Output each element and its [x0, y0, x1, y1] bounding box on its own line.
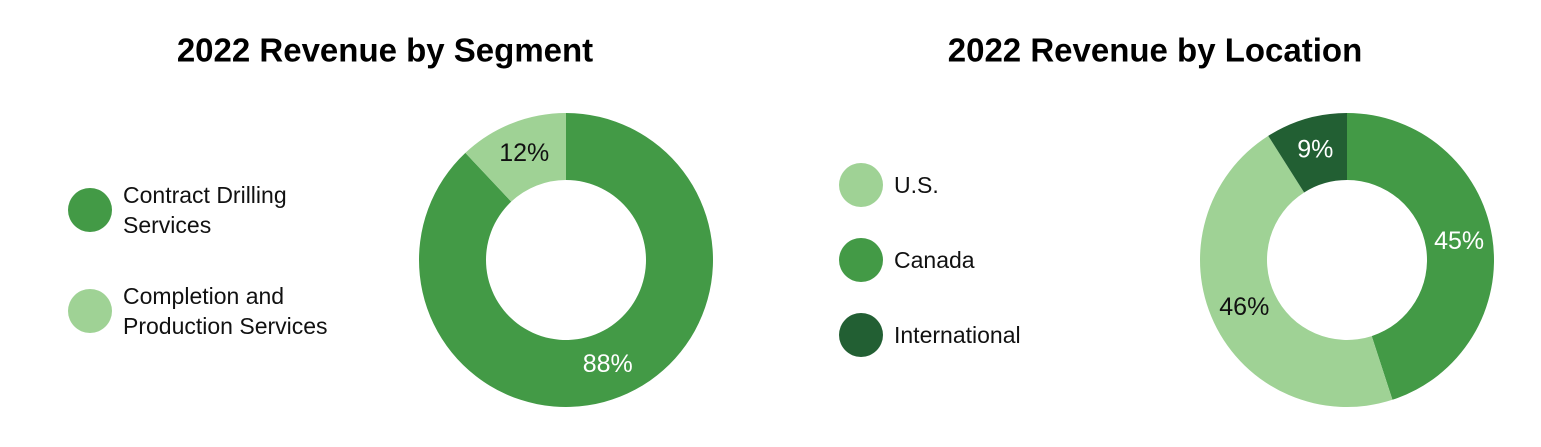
chart-title: 2022 Revenue by Location [948, 32, 1362, 69]
donut-slice [1268, 113, 1347, 193]
donut-slice [1347, 113, 1494, 400]
legend-label: U.S. [894, 172, 939, 198]
legend-swatch [68, 188, 112, 232]
slice-label: 45% [1434, 227, 1484, 255]
legend-swatch [839, 238, 883, 282]
donut-slice [1199, 135, 1393, 407]
legend-label: Contract Drilling Services [123, 182, 287, 238]
legend-swatch [839, 163, 883, 207]
chart-title: 2022 Revenue by Segment [177, 32, 593, 69]
donut-slice [419, 113, 713, 407]
slice-label: 88% [583, 350, 633, 378]
legend-swatch [68, 289, 112, 333]
slice-label: 46% [1219, 293, 1269, 321]
legend-label: Canada [894, 247, 975, 273]
legend-label: Completion and Production Services [123, 283, 328, 339]
legend-label: International [894, 322, 1021, 348]
legend-swatch [839, 313, 883, 357]
slice-label: 9% [1297, 136, 1333, 164]
donut-slice [465, 113, 566, 202]
slice-label: 12% [499, 139, 549, 167]
